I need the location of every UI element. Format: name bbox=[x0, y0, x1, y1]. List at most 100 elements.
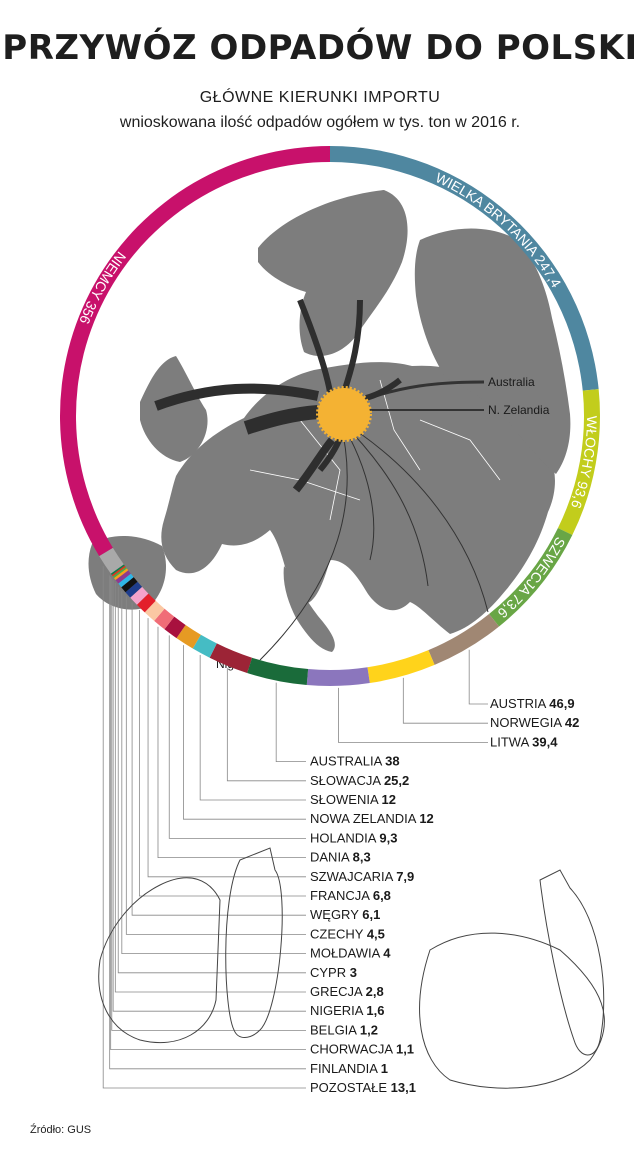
value-list-value: 1,1 bbox=[396, 1042, 414, 1057]
flow-arrow-germany bbox=[243, 405, 319, 435]
value-list-item: DANIA 8,3 bbox=[310, 850, 371, 865]
value-list-value: 9,3 bbox=[379, 830, 397, 845]
value-list-value: 2,8 bbox=[366, 984, 384, 999]
leader-lines bbox=[102, 566, 488, 1089]
value-list-label: NIGERIA bbox=[310, 1003, 366, 1018]
leader-line-belgia bbox=[111, 578, 306, 1031]
leader-line-cypr bbox=[117, 586, 306, 974]
value-list-item: HOLANDIA 9,3 bbox=[310, 830, 397, 845]
map-landmass-scandinavia bbox=[258, 190, 408, 357]
leader-line-chorwacja bbox=[110, 576, 306, 1050]
ring-slice-wlochy bbox=[557, 389, 600, 536]
ring-slice-szwajcaria bbox=[144, 600, 165, 621]
bottle-icon bbox=[98, 877, 221, 1044]
value-list-item: NOWA ZELANDIA 12 bbox=[310, 811, 434, 826]
value-list-label: FRANCJA bbox=[310, 888, 373, 903]
flow-line-cyprus bbox=[339, 419, 489, 613]
value-list-label: CHORWACJA bbox=[310, 1042, 396, 1057]
leader-line-finlandia bbox=[109, 575, 306, 1070]
value-list-value: 6,1 bbox=[362, 907, 380, 922]
value-list-label: CYPR bbox=[310, 965, 350, 980]
value-list-value: 1,6 bbox=[366, 1003, 384, 1018]
ring-slice-slowenia bbox=[192, 634, 217, 658]
value-list-value: 12 bbox=[419, 811, 433, 826]
value-list-item: GRECJA 2,8 bbox=[310, 984, 384, 999]
flow-line-australia bbox=[349, 380, 485, 407]
leader-line-litwa bbox=[338, 687, 488, 743]
ring-slice-moldawia bbox=[121, 577, 138, 593]
ring-slice-dania bbox=[154, 608, 175, 630]
poland-burst bbox=[316, 386, 372, 442]
value-list-item: CYPR 3 bbox=[310, 965, 357, 980]
value-list-item: FRANCJA 6,8 bbox=[310, 888, 391, 903]
ring-slice-wegry bbox=[130, 586, 149, 605]
value-list-label: DANIA bbox=[310, 850, 353, 865]
value-list-value: 46,9 bbox=[549, 696, 574, 711]
value-list-item: SŁOWACJA 25,2 bbox=[310, 773, 409, 788]
leader-line-grecja bbox=[114, 583, 306, 993]
value-list-label: SŁOWENIA bbox=[310, 792, 382, 807]
bottle-icon bbox=[419, 932, 605, 1089]
value-list-value: 42 bbox=[565, 715, 579, 730]
value-list-item: AUSTRALIA 38 bbox=[310, 754, 400, 769]
value-list-value: 4,5 bbox=[367, 926, 385, 941]
value-list-item: NIGERIA 1,6 bbox=[310, 1003, 384, 1018]
value-list-label: GRECJA bbox=[310, 984, 366, 999]
value-list-item: SZWAJCARIA 7,9 bbox=[310, 869, 414, 884]
ring-slice-szwecja bbox=[489, 527, 573, 627]
value-list-value: 13,1 bbox=[391, 1080, 416, 1095]
chart-note: wnioskowana ilość odpadów ogółem w tys. … bbox=[119, 114, 521, 131]
value-list-value: 3 bbox=[350, 965, 357, 980]
leader-line-moldawia bbox=[121, 591, 306, 954]
map-landmass-west bbox=[140, 356, 208, 462]
value-list-label: SZWAJCARIA bbox=[310, 869, 396, 884]
value-list-label: HOLANDIA bbox=[310, 830, 379, 845]
value-list: AUSTRIA 46,9 NORWEGIA 42 LITWA 39,4 AUSTRAL… bbox=[310, 696, 579, 1095]
value-list-item: SŁOWENIA 12 bbox=[310, 792, 396, 807]
leader-line-francja bbox=[138, 610, 306, 897]
value-list-label: LITWA bbox=[490, 734, 532, 749]
ring-slice-grecja bbox=[115, 570, 131, 584]
value-list-item: MOŁDAWIA 4 bbox=[310, 946, 391, 961]
leader-line-slowacja bbox=[226, 667, 306, 782]
value-list-label: FINLANDIA bbox=[310, 1061, 381, 1076]
value-list-item: CZECHY 4,5 bbox=[310, 926, 385, 941]
value-list-label: BELGIA bbox=[310, 1022, 360, 1037]
value-list-label: AUSTRIA bbox=[490, 696, 549, 711]
value-list-label: NORWEGIA bbox=[490, 715, 565, 730]
ring-slice-austria bbox=[428, 614, 500, 665]
chart-subtitle: GŁÓWNE KIERUNKI IMPORTU bbox=[199, 89, 441, 106]
value-list-value: 12 bbox=[382, 792, 396, 807]
flow-arrow-uk bbox=[154, 383, 320, 411]
ring-slice-francja bbox=[136, 593, 156, 613]
ring-slice-czechy bbox=[125, 581, 143, 598]
value-list-label: POZOSTAŁE bbox=[310, 1080, 391, 1095]
ring-slice-australia bbox=[247, 657, 309, 685]
ring-slice-nowa-zelandia bbox=[176, 624, 201, 649]
map-landmass-italy bbox=[283, 566, 335, 652]
leader-line-norwegia bbox=[402, 677, 488, 724]
leader-line-slowenia bbox=[199, 655, 306, 801]
donut-ring bbox=[60, 146, 600, 686]
value-list-value: 7,9 bbox=[396, 869, 414, 884]
value-list-item: CHORWACJA 1,1 bbox=[310, 1042, 414, 1057]
leader-line-nigeria bbox=[112, 580, 306, 1012]
value-list-label: AUSTRALIA bbox=[310, 754, 385, 769]
ring-slice-cypr bbox=[118, 573, 134, 588]
ring-slice-belgia bbox=[112, 566, 127, 578]
ring-label-niemcy: NIEMCY 356 bbox=[76, 249, 129, 327]
leader-line-pozostale bbox=[102, 566, 306, 1089]
value-list-value: 38 bbox=[385, 754, 399, 769]
value-list-label: MOŁDAWIA bbox=[310, 946, 383, 961]
flow-arrow-lithuania bbox=[365, 377, 402, 401]
flow-arrow-italy bbox=[292, 437, 336, 493]
value-list-value: 39,4 bbox=[532, 734, 558, 749]
value-list-value: 25,2 bbox=[384, 773, 409, 788]
flow-line-nigeria bbox=[259, 419, 348, 661]
map-label-australia: Australia bbox=[488, 375, 535, 389]
value-list-value: 8,3 bbox=[353, 850, 371, 865]
ring-slice-chorwacja bbox=[111, 565, 126, 577]
ring-slice-litwa bbox=[306, 667, 370, 686]
